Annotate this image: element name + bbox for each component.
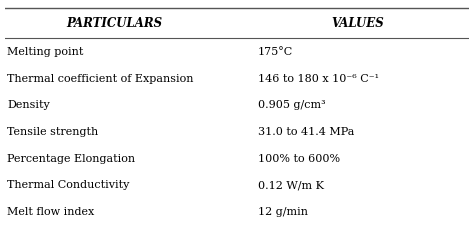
Text: 175°C: 175°C [258,47,293,57]
Text: Tensile strength: Tensile strength [7,126,98,136]
Text: PARTICULARS: PARTICULARS [66,17,162,30]
Text: Percentage Elongation: Percentage Elongation [7,153,135,163]
Text: Melting point: Melting point [7,47,83,57]
Text: 146 to 180 x 10⁻⁶ C⁻¹: 146 to 180 x 10⁻⁶ C⁻¹ [258,73,379,83]
Text: Melt flow index: Melt flow index [7,206,94,216]
Text: Thermal Conductivity: Thermal Conductivity [7,179,129,189]
Text: 0.12 W/m K: 0.12 W/m K [258,179,324,189]
Text: 100% to 600%: 100% to 600% [258,153,340,163]
Text: 12 g/min: 12 g/min [258,206,308,216]
Text: Thermal coefficient of Expansion: Thermal coefficient of Expansion [7,73,193,83]
Text: VALUES: VALUES [331,17,384,30]
Text: Density: Density [7,100,50,110]
Text: 0.905 g/cm³: 0.905 g/cm³ [258,100,326,110]
Text: 31.0 to 41.4 MPa: 31.0 to 41.4 MPa [258,126,354,136]
